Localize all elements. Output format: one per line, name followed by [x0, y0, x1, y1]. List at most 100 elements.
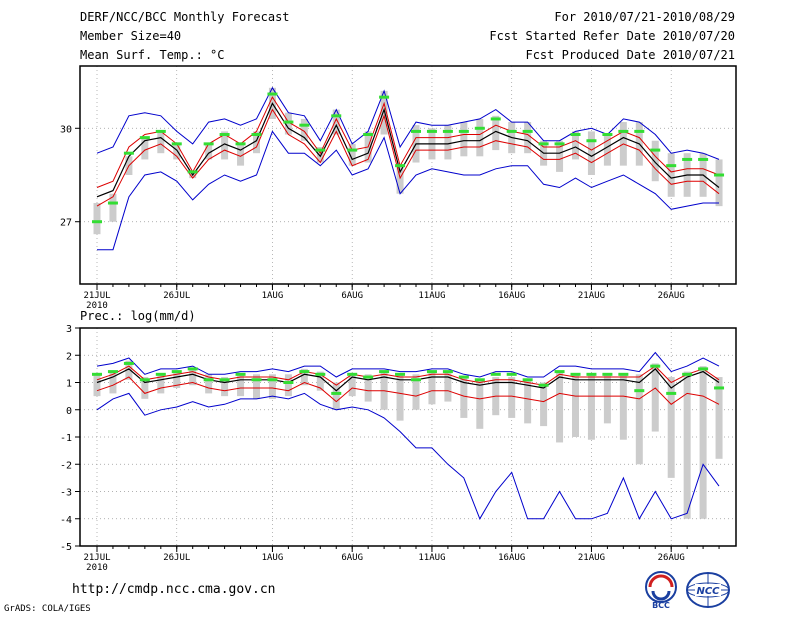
temp-box: [476, 118, 484, 157]
temp-box: [667, 153, 675, 197]
prec-x-tick-label: 21AUG: [578, 553, 605, 563]
temp-series-spread-lower: [96, 108, 720, 207]
prec-box: [412, 374, 420, 410]
prec-x-tick-label: 11AUG: [418, 553, 445, 563]
prec-box: [396, 374, 404, 421]
temp-box: [109, 193, 117, 222]
temp-box: [396, 165, 404, 194]
temp-series-ensemble-mean: [96, 102, 720, 198]
temp-box: [715, 159, 723, 207]
prec-box: [460, 377, 468, 418]
temp-box: [221, 131, 229, 160]
prec-series-spread-upper: [96, 365, 720, 386]
temp-x-tick-label: 21JUL: [83, 291, 110, 301]
temp-x-tick-label: 16AUG: [498, 291, 525, 301]
temp-box: [93, 203, 101, 235]
temp-box: [173, 143, 181, 160]
temp-series-spread-upper: [96, 96, 720, 188]
prec-series-ensemble-mean: [96, 368, 720, 392]
temp-x-tick-label: 11AUG: [418, 291, 445, 301]
prec-x-tick-label: 6AUG: [341, 553, 363, 563]
prec-box: [619, 374, 627, 440]
prec-box: [540, 382, 548, 427]
temp-box: [572, 131, 579, 160]
prec-box: [125, 360, 133, 380]
prec-box: [444, 371, 452, 402]
prec-y-tick-label: 1: [66, 379, 72, 390]
footer-url[interactable]: http://cmdp.ncc.cma.gov.cn: [72, 582, 276, 597]
ncc-logo-text: NCC: [696, 586, 720, 597]
temp-series-ensemble-min: [97, 130, 719, 251]
temp-x-tick-label: 26JUL: [163, 291, 190, 301]
prec-x-tick-label: 16AUG: [498, 553, 525, 563]
temp-box: [587, 131, 595, 175]
prec-series-spread-lower: [96, 376, 720, 405]
prec-y-tick-label: 3: [66, 324, 72, 335]
bcc-logo: BCC: [645, 571, 677, 610]
prec-series-ensemble-max: [96, 351, 720, 378]
prec-box: [300, 368, 308, 386]
temp-box: [603, 134, 611, 166]
prec-box: [253, 374, 260, 399]
temp-box: [205, 143, 213, 160]
prec-box: [284, 374, 292, 397]
prec-y-tick-label: -1: [60, 433, 72, 444]
temp-x-tick-label: 1AUG: [262, 291, 284, 301]
temp-box: [253, 131, 260, 154]
temp-box: [492, 115, 500, 151]
grads-credit: GrADS: COLA/IGES: [4, 604, 91, 614]
prec-box: [364, 374, 372, 402]
prec-box: [524, 379, 532, 424]
prec-box: [237, 374, 245, 397]
prec-box: [141, 377, 149, 399]
prec-x-tick-label: 26AUG: [658, 553, 685, 563]
prec-x-tick-label: 1AUG: [262, 553, 284, 563]
prec-box: [667, 377, 675, 478]
temp-box: [348, 143, 356, 166]
forecast-started-date: Fcst Started Refer Date 2010/07/20: [489, 29, 735, 43]
temp-x-tick-label: 26AUG: [658, 291, 685, 301]
prec-box: [651, 363, 659, 432]
temp-box: [284, 112, 292, 135]
prec-box: [332, 382, 340, 410]
prec-box: [221, 377, 229, 397]
forecast-produced-date: Fcst Produced Date 2010/07/21: [525, 48, 735, 62]
prec-box: [173, 371, 181, 388]
prec-box: [428, 371, 436, 405]
forecast-period: For 2010/07/21-2010/08/29: [554, 10, 735, 24]
prec-y-tick-label: 2: [66, 351, 72, 362]
temp-series-ensemble-max: [96, 86, 720, 160]
temp-box: [651, 140, 659, 182]
temp-box: [460, 122, 468, 157]
variable-label: Mean Surf. Temp.: °C: [80, 48, 225, 62]
bcc-logo-text: BCC: [652, 601, 670, 610]
ncc-logo: NCC: [686, 572, 730, 608]
temp-box: [316, 146, 324, 163]
temp-y-tick-label: 30: [60, 124, 72, 135]
temp-box: [380, 90, 388, 135]
prec-box: [316, 371, 324, 391]
temp-box: [237, 143, 245, 166]
prec-box: [587, 374, 595, 440]
prec-y-tick-label: -2: [60, 460, 72, 471]
prec-box: [635, 374, 643, 465]
prec-y-tick-label: -5: [60, 542, 72, 553]
temp-box: [444, 125, 452, 160]
prec-x-tick-label: 26JUL: [163, 553, 190, 563]
temp-box: [157, 131, 165, 154]
temp-x-tick-label: 6AUG: [341, 291, 363, 301]
prec-box: [157, 374, 165, 394]
temp-y-tick-label: 27: [60, 218, 72, 229]
prec-box: [683, 371, 691, 519]
prec-box: [93, 374, 101, 397]
temp-box: [141, 137, 149, 160]
prec-series-ensemble-min: [96, 392, 720, 520]
prec-box: [476, 379, 484, 429]
prec-box: [348, 374, 356, 397]
prec-box: [205, 374, 213, 394]
prec-box: [189, 368, 197, 386]
temp-x-tick-label: 21AUG: [578, 291, 605, 301]
prec-y-tick-label: -4: [60, 515, 72, 526]
temp-box: [524, 122, 532, 154]
